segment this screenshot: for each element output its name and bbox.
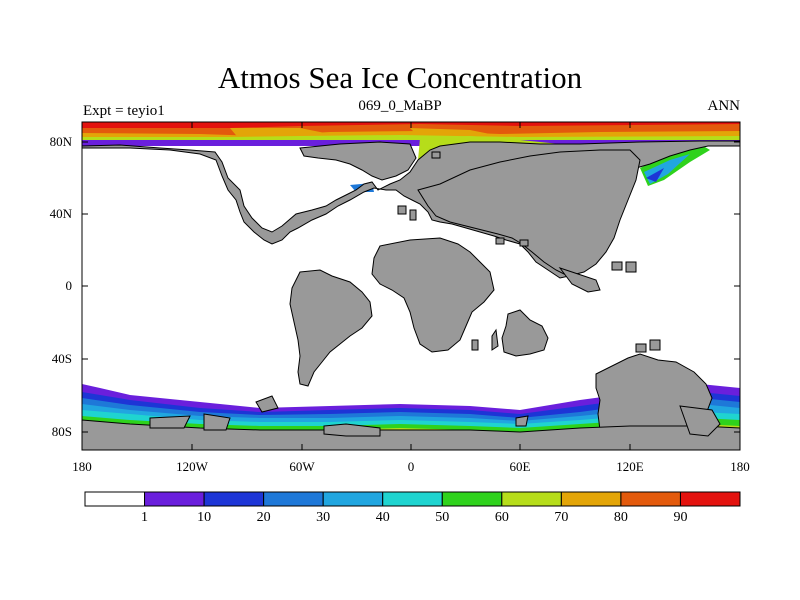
colorbar-swatch xyxy=(203,491,265,507)
colorbar-swatch xyxy=(441,491,503,507)
colorbar-label: 30 xyxy=(316,510,331,525)
colorbar-label: 70 xyxy=(554,510,569,525)
colorbar-label: 20 xyxy=(256,510,271,525)
africa xyxy=(371,237,495,353)
xtick-180e: 180 xyxy=(730,459,750,474)
south-america xyxy=(289,269,373,387)
ytick-0: 0 xyxy=(65,278,73,293)
ytick-80S: 80S xyxy=(51,424,72,439)
colorbar-label: 40 xyxy=(375,510,390,525)
time-label: 069_0_MaBP xyxy=(358,98,442,114)
greenland xyxy=(299,141,417,181)
ytick-40N: 40N xyxy=(49,206,72,221)
ytick-40S: 40S xyxy=(51,351,72,366)
xtick-60e: 60E xyxy=(509,459,531,474)
xtick-60w: 60W xyxy=(289,459,315,474)
colorbar-swatch xyxy=(679,491,741,507)
colorbar-swatch xyxy=(560,491,622,507)
map-title: Atmos Sea Ice Concentration xyxy=(217,60,583,95)
eurasia xyxy=(417,149,641,277)
colorbar xyxy=(84,491,741,507)
ytick-80N: 80N xyxy=(49,134,72,149)
colorbar-swatch xyxy=(501,491,562,507)
islands xyxy=(397,151,661,353)
xtick-120w: 120W xyxy=(176,459,208,474)
colorbar-label: 90 xyxy=(673,510,688,525)
colorbar-label: 60 xyxy=(494,510,509,525)
axis-ticks xyxy=(82,122,740,450)
xtick-120e: 120E xyxy=(616,459,644,474)
colorbar-swatch xyxy=(322,491,384,507)
xtick-180w: 180 xyxy=(72,459,92,474)
colorbar-swatch xyxy=(84,491,146,507)
colorbar-swatch xyxy=(382,491,443,507)
madagascar xyxy=(491,328,499,351)
land-masses xyxy=(82,140,740,450)
xtick-0: 0 xyxy=(407,459,415,474)
colorbar-label: 80 xyxy=(613,510,628,525)
season-label: ANN xyxy=(707,98,741,114)
colorbar-label: 50 xyxy=(435,510,450,525)
indonesia xyxy=(558,267,601,293)
colorbar-label: 10 xyxy=(197,510,212,525)
australia xyxy=(501,309,549,357)
colorbar-label: 1 xyxy=(141,510,149,525)
colorbar-swatch xyxy=(263,491,324,507)
colorbar-swatch xyxy=(620,491,681,507)
colorbar-swatch xyxy=(144,491,205,507)
experiment-label: Expt = teyio1 xyxy=(83,103,165,119)
